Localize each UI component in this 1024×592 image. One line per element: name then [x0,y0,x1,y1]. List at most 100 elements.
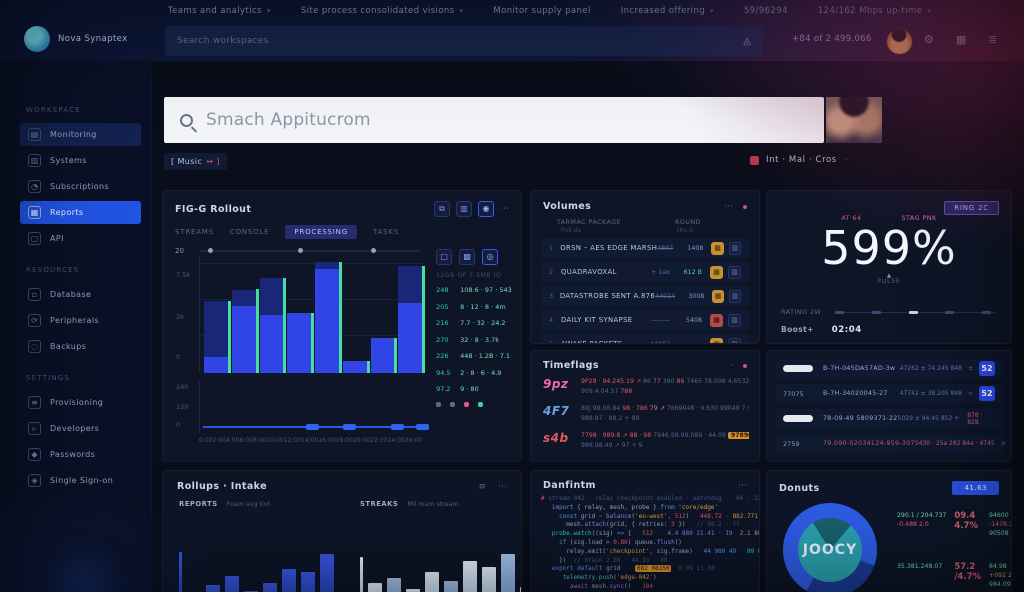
grid-icon[interactable]: ▦ [955,33,967,46]
view-options-more[interactable]: ·· [843,155,850,165]
id-row[interactable]: 78-09-49 5809371-22 5029 ± 94.45 852 + 878… [775,409,1003,428]
code-block[interactable]: # stream-042 · relay checkpoint enabled … [531,494,759,592]
copy-icon[interactable]: ⧉ [434,201,450,217]
stat-label-right: STAG PNK [901,215,937,222]
list-icon[interactable]: ≣ [988,33,998,46]
table-row[interactable]: 3 DATASTROBE SENT A.876 44014 3008 ▦ ▥ [541,286,749,306]
gear-icon[interactable]: ⚙ [924,33,934,46]
ring-badge[interactable]: RING 2C [944,201,999,215]
table-row[interactable]: 1 ORSN – AES EDGE MARSH 4897 1408 ▦ ▥ [541,238,749,258]
save-icon[interactable]: ▥ [456,201,472,217]
sidebar-section-label: WORKSPACE [26,106,81,114]
sidebar-item-developers[interactable]: ▹ Developers [20,417,141,440]
sidebar-item-peripherals[interactable]: ⟳ Peripherals [20,309,141,332]
copy-icon[interactable]: ▥ [728,313,741,327]
chart-tab[interactable]: CONSOLE [229,228,270,236]
brand[interactable]: Nova Synaptex [24,26,128,52]
main-search-input[interactable]: Smach Appitucrom [164,97,824,143]
profile-photo[interactable] [826,97,882,143]
count-badge[interactable]: 52 [979,386,995,401]
rating-slider[interactable] [835,310,995,314]
topnav-link[interactable]: Teams and analytics ▾ [168,6,271,16]
copy-icon[interactable]: ▥ [728,241,741,255]
folder-icon[interactable]: ▦ [710,337,723,343]
topnav-link[interactable]: 124/162 Mbps up-time ▾ [817,6,932,16]
sidebar-item-provisioning[interactable]: ≡ Provisioning [20,391,141,414]
more-icon[interactable]: ⋯ [498,481,507,492]
copy-icon[interactable]: ▥ [728,265,741,279]
menu-icon[interactable]: ≡ [478,481,486,492]
sidebar-item-database[interactable]: ▫ Database [20,283,141,306]
filter-chip[interactable]: [ Music ↔ ] [164,153,227,170]
folder-icon[interactable]: ▦ [711,241,724,255]
user-avatar[interactable] [886,28,913,55]
topnav-link[interactable]: 59/96294 [743,6,788,16]
sidebar-item-passwords[interactable]: ◆ Passwords [20,443,141,466]
mini-bar [463,561,477,592]
timeflag-entry[interactable]: 9pz 9P28 · 94.245.19 ↗ 86 77 380 86 7465 … [531,372,759,399]
scrubber-handle[interactable] [207,247,213,253]
id-row[interactable]: 2759 79.090-02034124-959-307 5430 · 25a 28… [775,434,1006,453]
chart-tab[interactable]: TASKS [372,228,399,236]
slider-tick[interactable] [871,310,881,314]
copy-icon[interactable]: ▥ [729,289,741,303]
bell-icon[interactable]: ◬ [743,35,751,47]
sidebar-item-reports[interactable]: ▦ Reports [20,201,141,224]
folder-icon[interactable]: ▦ [710,265,723,279]
table-row[interactable]: 5 AWAKE PACKETS 44083 — ▦ ▥ [541,334,749,343]
mini-chart-reports-sub: Foam avg tivt [226,501,270,508]
settings-icon[interactable]: ◉ [478,201,494,217]
mini-bar [482,566,496,592]
topnav-link[interactable]: Site process consolidated visions ▾ [300,6,464,16]
sidebar-item-single-sign-on[interactable]: ◈ Single Sign-on [20,469,141,492]
mini-bar [387,577,401,592]
id-row[interactable]: 77075 B-7H-34020045-27 47742 ± 38.205 848 ±… [775,384,1003,403]
pin-icon[interactable]: ◎ [482,249,499,265]
stat-sub-label: PULSE [877,279,901,285]
download-icon[interactable]: □ [436,249,453,265]
slider-tick[interactable] [835,310,845,314]
card-donut: Donuts 41.63 JOOCY 290.1 / 204.737 -0.488… [766,470,1012,592]
sidebar-item-api[interactable]: ▢ API [20,227,141,250]
scrubber-track[interactable] [199,247,421,253]
sidebar-item-backups[interactable]: ◌ Backups [20,335,141,358]
sidebar-item-monitoring[interactable]: ▤ Monitoring [20,123,141,146]
timeflag-entry[interactable]: 4F7 89J.98.06.84 98 · 786 79 ↗ 7869048 · … [531,399,759,426]
table-row[interactable]: 4 DAILY KIT SYNAPSE ——— 5408 ▦ ▥ [541,310,749,330]
scrubber-handle[interactable] [371,247,377,253]
share-icon[interactable]: ▩ [459,249,476,265]
timeflag-entry[interactable]: s4b 7798 · 989.8 ↗ 88 · 98 7946.98.99.089… [531,426,759,453]
table-row[interactable]: 2 QUADRAVOXAL + 1ax 612 B ▦ ▥ [541,262,749,282]
code-token: () [624,582,632,590]
filter-chip-close-icon[interactable]: ↔ ] [206,157,220,166]
more-icon[interactable]: ··· [724,201,733,212]
slider-tick[interactable] [982,310,992,314]
timeflag-segment: 9789046 99680 [727,432,749,439]
folder-icon[interactable]: ▦ [710,313,723,327]
id-row[interactable]: B-7H-045DA57AD-3w 47262 ± 74.245 848 ±52 [775,359,1003,378]
chevron-down-icon: ▾ [710,7,714,15]
chart-tab[interactable]: PROCESSING [285,225,357,239]
record-icon[interactable] [750,155,759,165]
scrubber-handle[interactable] [298,247,304,253]
timeflag-line: 89J.98.06.84 98 · 786 79 ↗ 7869048 · 9.6… [581,404,749,414]
more-icon[interactable]: ⋯ [500,204,509,214]
mini-bar [282,568,296,592]
id-row-name: B-7H-34020045-27 [823,390,888,397]
copy-icon[interactable]: ▥ [728,337,741,343]
chart-tab[interactable]: STREAMS [175,228,214,236]
more-icon[interactable]: · [730,360,733,371]
slider-tick[interactable] [945,310,955,314]
donut-stat-line: -1478.3 [989,521,1012,528]
topnav-link[interactable]: Increased offering ▾ [620,6,714,16]
count-badge[interactable]: 52 [979,361,995,376]
folder-icon[interactable]: ▦ [712,289,725,303]
donut-action-button[interactable]: 41.63 [952,481,999,495]
more-icon[interactable]: ⋯ [738,480,747,491]
sidebar-item-systems[interactable]: ▥ Systems [20,149,141,172]
sidebar-item-subscriptions[interactable]: ◔ Subscriptions [20,175,141,198]
topbar-search-input[interactable]: Search workspaces ◬ [165,26,763,56]
topnav-link[interactable]: Monitor supply panel [493,6,591,16]
slider-tick[interactable] [908,310,918,314]
timeline-scrubber[interactable]: 20 [175,244,426,257]
